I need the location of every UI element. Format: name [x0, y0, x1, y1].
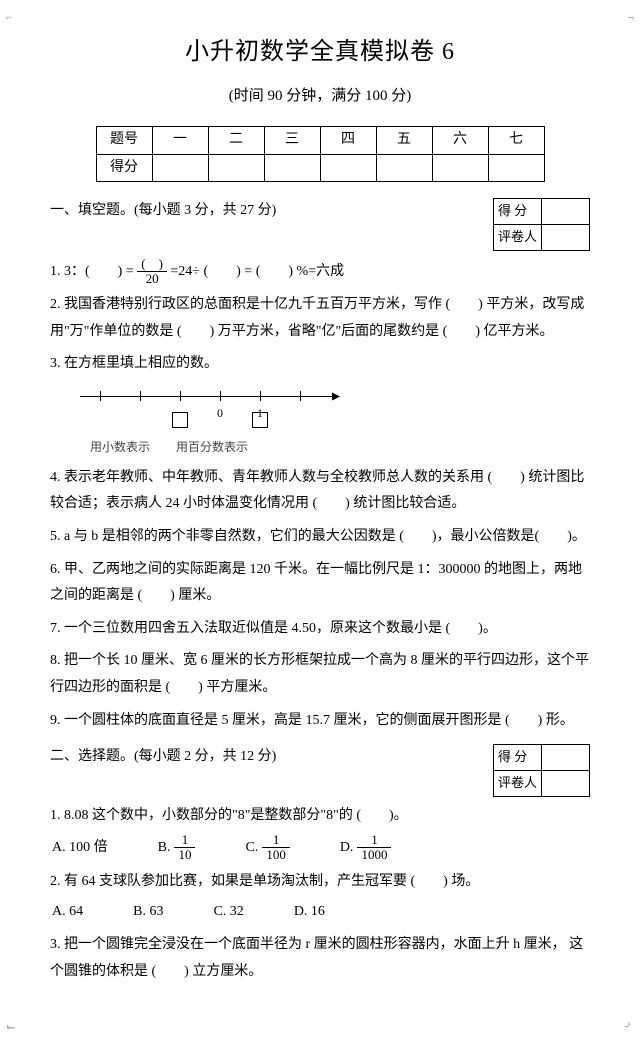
number-line-caption-2: 用百分数表示 [176, 436, 248, 459]
number-line-label-0: 0 [217, 402, 223, 425]
gradebox-blank [542, 745, 590, 771]
question-5: 5. a 与 b 是相邻的两个非零自然数，它们的最大公因数是 ( )，最小公倍数… [50, 524, 590, 551]
number-line-tick [100, 391, 101, 401]
q1-fraction: ( ) 20 [137, 257, 167, 287]
question-6: 6. 甲、乙两地之间的实际距离是 120 千米。在一幅比例尺是 1：300000… [50, 557, 590, 610]
s2-question-3: 3. 把一个圆锥完全浸没在一个底面半径为 r 厘米的圆柱形容器内，水面上升 h … [50, 932, 590, 985]
number-line-axis [80, 396, 332, 397]
crop-mark-bl: ⌙ [6, 1015, 16, 1038]
question-8: 8. 把一个长 10 厘米、宽 6 厘米的长方形框架拉成一个高为 8 厘米的平行… [50, 648, 590, 701]
gradebox-score-label: 得 分 [493, 745, 541, 771]
score-blank [152, 154, 208, 182]
score-blank [208, 154, 264, 182]
s2q1-opt-d: D. 11000 [340, 833, 392, 863]
number-line-tick [180, 391, 181, 401]
number-line-arrow-icon [332, 393, 340, 401]
number-line-box-2 [252, 412, 268, 428]
q1-suffix: =24÷ ( ) = ( ) %=六成 [170, 264, 344, 279]
score-blank [488, 154, 544, 182]
q1-prefix: 1. 3：( ) = [50, 264, 134, 279]
crop-mark-br: ⌏ [624, 1015, 634, 1038]
score-head-5: 五 [376, 127, 432, 155]
s2q2-opt-d: D. 16 [294, 899, 325, 926]
crop-mark-tr: ¬ [627, 6, 634, 29]
score-head-label: 题号 [96, 127, 152, 155]
number-line-tick [220, 391, 221, 401]
question-9: 9. 一个圆柱体的底面直径是 5 厘米，高是 15.7 厘米，它的侧面展开图形是… [50, 708, 590, 735]
s2q2-opt-c: C. 32 [213, 899, 243, 926]
number-line-box-1 [172, 412, 188, 428]
score-blank [432, 154, 488, 182]
score-blank [264, 154, 320, 182]
section-1-head: 一、填空题。(每小题 3 分，共 27 分) [50, 198, 276, 225]
score-head-1: 一 [152, 127, 208, 155]
q1-frac-num: ( ) [137, 257, 167, 272]
score-head-6: 六 [432, 127, 488, 155]
question-3: 3. 在方框里填上相应的数。 [50, 351, 590, 378]
score-table: 题号 一 二 三 四 五 六 七 得分 [96, 126, 545, 182]
score-head-7: 七 [488, 127, 544, 155]
number-line-figure: 0 1 用小数表示 用百分数表示 [80, 386, 340, 459]
s2q1-opt-c: C. 1100 [245, 833, 289, 863]
gradebox-blank [542, 224, 590, 250]
page-title: 小升初数学全真模拟卷 6 [50, 30, 590, 76]
score-blank [376, 154, 432, 182]
s2q2-opt-a: A. 64 [52, 899, 83, 926]
score-head-2: 二 [208, 127, 264, 155]
opt-label: B. [158, 835, 171, 862]
question-7: 7. 一个三位数用四舍五入法取近似值是 4.50，原来这个数最小是 ( )。 [50, 616, 590, 643]
number-line-caption-1: 用小数表示 [90, 436, 150, 459]
s2q1-options: A. 100 倍 B. 110 C. 1100 D. 11000 [52, 833, 590, 863]
score-head-3: 三 [264, 127, 320, 155]
gradebox-blank [542, 199, 590, 225]
s2q1-opt-a: A. 100 倍 [52, 833, 108, 863]
s2q1-opt-b: B. 110 [158, 833, 196, 863]
section-1-gradebox: 得 分 评卷人 [493, 198, 590, 250]
score-head-4: 四 [320, 127, 376, 155]
question-1: 1. 3：( ) = ( ) 20 =24÷ ( ) = ( ) %=六成 [50, 257, 590, 287]
number-line-tick [140, 391, 141, 401]
number-line-tick [300, 391, 301, 401]
question-4: 4. 表示老年教师、中年教师、青年教师人数与全校教师总人数的关系用 ( ) 统计… [50, 465, 590, 518]
s2-question-2: 2. 有 64 支球队参加比赛，如果是单场淘汰制，产生冠军要 ( ) 场。 [50, 869, 590, 896]
opt-frac-n: 1 [174, 833, 195, 848]
section-2-gradebox: 得 分 评卷人 [493, 744, 590, 796]
opt-label: D. [340, 835, 354, 862]
s2q2-options: A. 64 B. 63 C. 32 D. 16 [52, 899, 590, 926]
opt-frac-d: 10 [174, 848, 195, 862]
crop-mark-tl: ⌐ [6, 6, 13, 29]
q1-frac-den: 20 [137, 272, 167, 286]
opt-frac-n: 1 [262, 833, 290, 848]
question-2: 2. 我国香港特别行政区的总面积是十亿九千五百万平方米，写作 ( ) 平方米，改… [50, 292, 590, 345]
gradebox-marker-label: 评卷人 [493, 770, 541, 796]
opt-frac-d: 100 [262, 848, 290, 862]
gradebox-marker-label: 评卷人 [493, 224, 541, 250]
page-subheading: (时间 90 分钟，满分 100 分) [50, 82, 590, 111]
section-2-head: 二、选择题。(每小题 2 分，共 12 分) [50, 744, 276, 771]
opt-frac-n: 1 [357, 833, 391, 848]
number-line-tick [260, 391, 261, 401]
opt-label: C. [245, 835, 258, 862]
opt-frac-d: 1000 [357, 848, 391, 862]
score-row-label: 得分 [96, 154, 152, 182]
gradebox-score-label: 得 分 [493, 199, 541, 225]
s2q2-opt-b: B. 63 [133, 899, 163, 926]
score-blank [320, 154, 376, 182]
gradebox-blank [542, 770, 590, 796]
s2-question-1: 1. 8.08 这个数中，小数部分的"8"是整数部分"8"的 ( )。 [50, 803, 590, 830]
